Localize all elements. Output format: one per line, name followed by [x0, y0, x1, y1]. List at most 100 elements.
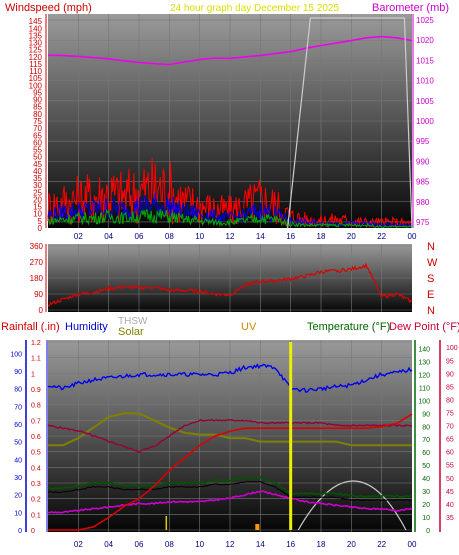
x-tick-label: 20	[347, 232, 356, 241]
barometer-axis-label: Barometer (mb)	[372, 2, 449, 14]
compass-tick-label: E	[427, 289, 434, 301]
wind-tick-label: 65	[33, 131, 42, 140]
humidity-line	[47, 363, 413, 393]
temp-right-tick-label: 50	[446, 476, 454, 483]
wind-tick-label: 140	[29, 24, 43, 33]
wind-series-wind-speed	[47, 192, 413, 228]
direction-tick-label: 360	[30, 242, 44, 251]
temp-right-tick-label: 90	[446, 371, 454, 378]
wind-tick-label: 105	[29, 74, 43, 83]
temp-left-tick-label: 130	[418, 359, 430, 366]
wind-tick-label: 0	[38, 224, 43, 233]
x-tick-label: 16	[286, 540, 295, 549]
temp-left-tick-label: 120	[418, 372, 430, 379]
wind-axis-label: Windspeed (mph)	[5, 2, 92, 14]
temp-right-tick-label: 35	[446, 515, 454, 522]
compass-tick-label: S	[427, 273, 434, 285]
temp-right-tick-label: 70	[446, 424, 454, 431]
x-tick-label: 04	[104, 232, 113, 241]
temperature-line	[47, 476, 413, 498]
compass-tick-label: W	[427, 257, 438, 269]
wind-tick-label: 45	[33, 160, 42, 169]
rain-tick-label: 0.9	[31, 387, 41, 394]
x-tick-label: 00	[408, 232, 417, 241]
rain-tick-label: 0.2	[31, 497, 41, 504]
wind-tick-label: 120	[29, 53, 43, 62]
x-tick-label: 12	[226, 232, 235, 241]
humidity-tick-label: 100	[10, 351, 22, 358]
wind-tick-label: 85	[33, 103, 42, 112]
x-tick-label: 20	[347, 540, 356, 549]
x-tick-label: 02	[74, 232, 83, 241]
temp-left-tick-label: 40	[422, 476, 430, 483]
panel1-right-ticks: 975 980 985 990 995 1000 1005 1010 1015 1020 1025	[412, 14, 434, 228]
rain-tick-label: 0.3	[31, 481, 41, 488]
panel2-series	[47, 262, 413, 307]
compass-tick-label: N	[427, 241, 435, 253]
temp-left-tick-label: 60	[422, 450, 430, 457]
humidity-tick-label: 10	[14, 510, 22, 517]
x-tick-label: 10	[195, 232, 204, 241]
x-tick-label: 18	[317, 232, 326, 241]
thsw-line	[47, 490, 413, 514]
temp-left-tick-label: 80	[422, 424, 430, 431]
chart-title: 24 hour graph day December 15 2025	[170, 3, 339, 14]
humidity-tick-label: 40	[14, 457, 22, 464]
panel1-series	[47, 17, 413, 229]
wind-tick-label: 20	[33, 195, 42, 204]
x-tick-label: 02	[74, 540, 83, 549]
humidity-tick-label: 30	[14, 475, 22, 482]
x-tick-label: 04	[104, 540, 113, 549]
temp-left-tick-label: 10	[422, 515, 430, 522]
rain-tick-label: 1	[31, 371, 35, 378]
temp-right-tick-label: 40	[446, 502, 454, 509]
panel2-grid	[48, 244, 412, 312]
x-tick-label: 00	[408, 540, 417, 549]
uv-label: UV	[241, 321, 257, 333]
humidity-tick-label: 70	[14, 404, 22, 411]
dewpoint-label: Dew Point (°F)	[389, 321, 459, 333]
dewpoint-line	[47, 418, 413, 454]
wind-tick-label: 70	[33, 124, 42, 133]
temp-left-tick-label: 70	[422, 437, 430, 444]
temp-right-tick-label: 75	[446, 411, 454, 418]
barometer-line	[47, 35, 413, 66]
x-tick-label: 22	[377, 540, 386, 549]
barometer-tick-label: 980	[416, 198, 430, 207]
wind-tick-label: 50	[33, 153, 42, 162]
wind-tick-label: 90	[33, 96, 42, 105]
direction-tick-label: 270	[30, 258, 44, 267]
direction-tick-label: 180	[30, 274, 44, 283]
panel1-left-ticks: 0510152025303540455055606570758085909510…	[29, 14, 47, 233]
x-tick-label: 10	[195, 540, 204, 549]
wind-direction-line	[47, 262, 413, 307]
rainfall-label: Rainfall (.in)	[1, 321, 60, 333]
barometer-tick-label: 985	[416, 178, 430, 187]
rain-tick-label: 1.2	[31, 340, 41, 347]
x-tick-label: 06	[135, 540, 144, 549]
temp-left-tick-label: 110	[419, 385, 430, 392]
temp-left-tick-label: 100	[418, 398, 430, 405]
rain-tick-label: 0	[31, 528, 35, 535]
temp-left-tick-label: 20	[422, 502, 430, 509]
x-tick-label: 22	[377, 232, 386, 241]
direction-tick-label: 90	[34, 290, 43, 299]
temp-left-tick-label: 50	[422, 463, 430, 470]
panel2-left-ticks: 0 90 180 270 360	[30, 242, 47, 315]
rain-tick-label: 0.4	[31, 465, 41, 472]
wind-tick-label: 5	[38, 217, 43, 226]
humidity-tick-label: 20	[14, 493, 22, 500]
wind-tick-label: 10	[33, 210, 42, 219]
barometer-tick-label: 990	[416, 157, 430, 166]
barometer-tick-label: 1025	[416, 16, 434, 25]
wind-tick-label: 25	[33, 188, 42, 197]
temp-right-tick-label: 100	[446, 345, 458, 352]
panel1-grid	[48, 14, 412, 228]
wind-tick-label: 80	[33, 110, 42, 119]
temp-left-tick-label: 90	[422, 411, 430, 418]
barometer-tick-label: 1010	[416, 77, 434, 86]
temperature-label: Temperature (°F)	[307, 321, 390, 333]
